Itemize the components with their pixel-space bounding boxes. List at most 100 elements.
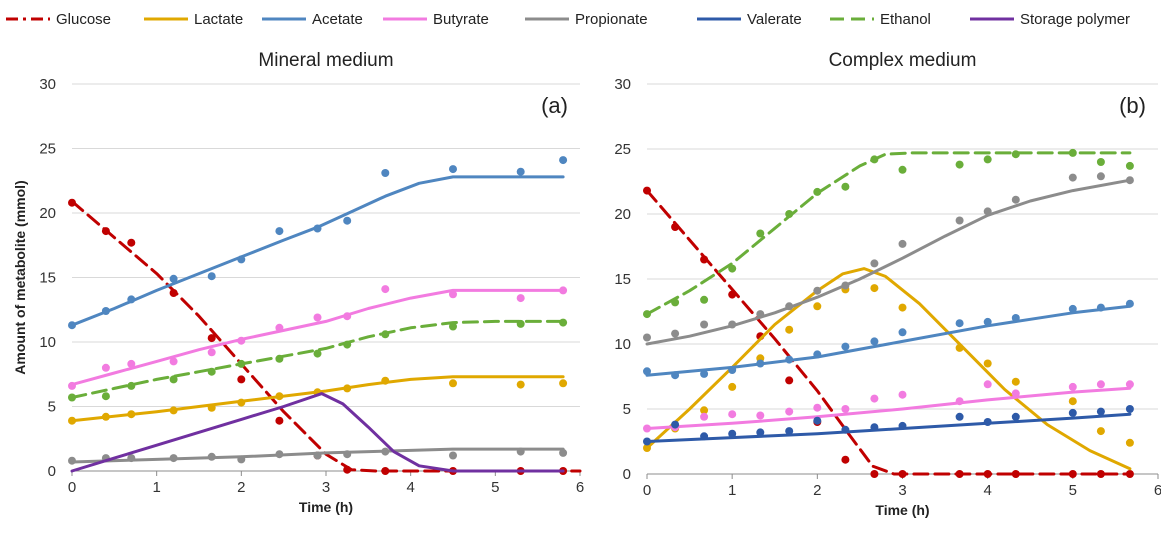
data-point-ethanol xyxy=(101,392,110,401)
data-point-propionate xyxy=(1011,195,1020,204)
data-point-valerate xyxy=(841,425,850,434)
chart-panel-1: 0 1 2 3 4 5 6 0 5 10 15 20 25 30 Complex medium Time (h… xyxy=(614,50,1161,518)
y-tick-label: 5 xyxy=(623,401,631,418)
data-point-butyrate xyxy=(275,323,284,332)
data-point-acetate xyxy=(449,165,457,174)
data-point-ethanol xyxy=(237,359,246,368)
data-point-ethanol xyxy=(1068,148,1077,157)
data-point-valerate xyxy=(898,421,907,430)
data-point-valerate xyxy=(756,428,765,437)
data-point-propionate xyxy=(1068,173,1077,182)
data-point-lactate xyxy=(1011,377,1020,386)
series-butyrate xyxy=(68,285,568,390)
data-point-acetate xyxy=(643,367,651,376)
data-point-acetate xyxy=(313,224,322,233)
data-point-propionate xyxy=(756,310,765,319)
data-point-acetate xyxy=(68,321,76,330)
data-point-acetate xyxy=(756,359,765,368)
data-point-butyrate xyxy=(1125,380,1134,389)
data-point-ethanol xyxy=(728,264,737,273)
data-point-butyrate xyxy=(207,348,216,357)
series-ethanol xyxy=(643,148,1134,319)
y-tick-label: 15 xyxy=(614,271,631,288)
data-point-acetate xyxy=(275,227,284,236)
data-point-valerate xyxy=(983,418,992,426)
fit-line-acetate xyxy=(645,304,1132,377)
y-tick-label: 30 xyxy=(614,76,631,93)
series-butyrate xyxy=(643,380,1134,433)
data-point-propionate xyxy=(68,456,76,465)
data-point-lactate xyxy=(785,325,794,334)
legend-label-lactate: Lactate xyxy=(194,11,243,28)
data-point-acetate xyxy=(1068,304,1077,313)
chart-title: Complex medium xyxy=(829,50,977,71)
data-point-acetate xyxy=(169,274,178,283)
data-point-butyrate xyxy=(870,394,879,403)
data-point-glucose xyxy=(1011,470,1020,478)
data-point-butyrate xyxy=(343,312,352,321)
data-point-ethanol xyxy=(516,319,525,328)
data-point-propionate xyxy=(237,455,246,464)
data-point-glucose xyxy=(955,470,964,478)
data-point-butyrate xyxy=(237,336,246,345)
y-tick-label: 10 xyxy=(614,336,631,353)
series-lactate xyxy=(68,375,568,425)
data-point-glucose xyxy=(898,470,907,478)
x-tick-label: 1 xyxy=(728,482,736,499)
fit-line-lactate xyxy=(70,375,565,423)
data-point-glucose xyxy=(381,467,390,475)
data-point-lactate xyxy=(983,359,992,368)
data-point-ethanol xyxy=(449,322,457,331)
series-acetate xyxy=(643,299,1134,380)
data-point-propionate xyxy=(813,286,822,295)
data-point-lactate xyxy=(237,398,246,407)
data-point-lactate xyxy=(101,412,110,421)
data-point-valerate xyxy=(1068,408,1077,417)
data-point-acetate xyxy=(1096,303,1105,312)
data-point-lactate xyxy=(516,380,525,389)
data-point-lactate xyxy=(728,382,737,391)
y-tick-label: 15 xyxy=(39,270,56,287)
data-point-butyrate xyxy=(68,381,76,390)
data-point-ethanol xyxy=(983,155,992,164)
legend-label-glucose: Glucose xyxy=(56,11,111,28)
x-tick-label: 2 xyxy=(813,482,821,499)
data-point-propionate xyxy=(898,239,907,248)
data-point-butyrate xyxy=(983,380,992,389)
series-glucose xyxy=(68,198,582,475)
data-point-butyrate xyxy=(127,359,136,368)
data-point-acetate xyxy=(785,355,794,364)
data-point-valerate xyxy=(955,412,964,421)
data-point-lactate xyxy=(169,406,178,415)
data-point-acetate xyxy=(101,307,110,315)
data-point-lactate xyxy=(127,410,136,419)
data-point-ethanol xyxy=(1011,150,1020,159)
data-point-ethanol xyxy=(1125,161,1134,170)
legend: Glucose Lactate Acetate Butyrate Propionate V… xyxy=(6,11,1130,28)
legend-label-valerate: Valerate xyxy=(747,11,802,28)
data-point-acetate xyxy=(207,272,216,281)
data-point-butyrate xyxy=(1011,389,1020,398)
x-tick-label: 5 xyxy=(491,479,499,496)
fit-line-ethanol xyxy=(645,151,1132,316)
data-point-glucose xyxy=(1068,470,1077,478)
data-point-valerate xyxy=(1011,412,1020,421)
data-point-glucose xyxy=(1125,470,1134,478)
x-tick-label: 6 xyxy=(576,479,584,496)
series-acetate xyxy=(68,156,568,330)
data-point-propionate xyxy=(728,320,737,329)
y-tick-label: 25 xyxy=(614,141,631,158)
data-point-butyrate xyxy=(516,294,525,303)
data-point-ethanol xyxy=(127,381,136,390)
data-point-butyrate xyxy=(785,407,794,416)
data-point-glucose xyxy=(870,470,879,478)
data-point-glucose xyxy=(785,376,794,385)
x-axis-label: Time (h) xyxy=(299,499,353,515)
data-point-ethanol xyxy=(955,160,964,169)
data-point-ethanol xyxy=(841,182,850,191)
data-point-glucose xyxy=(127,238,136,247)
legend-label-acetate: Acetate xyxy=(312,11,363,28)
data-point-ethanol xyxy=(207,367,216,376)
data-point-butyrate xyxy=(449,290,457,299)
data-point-glucose xyxy=(101,227,110,236)
